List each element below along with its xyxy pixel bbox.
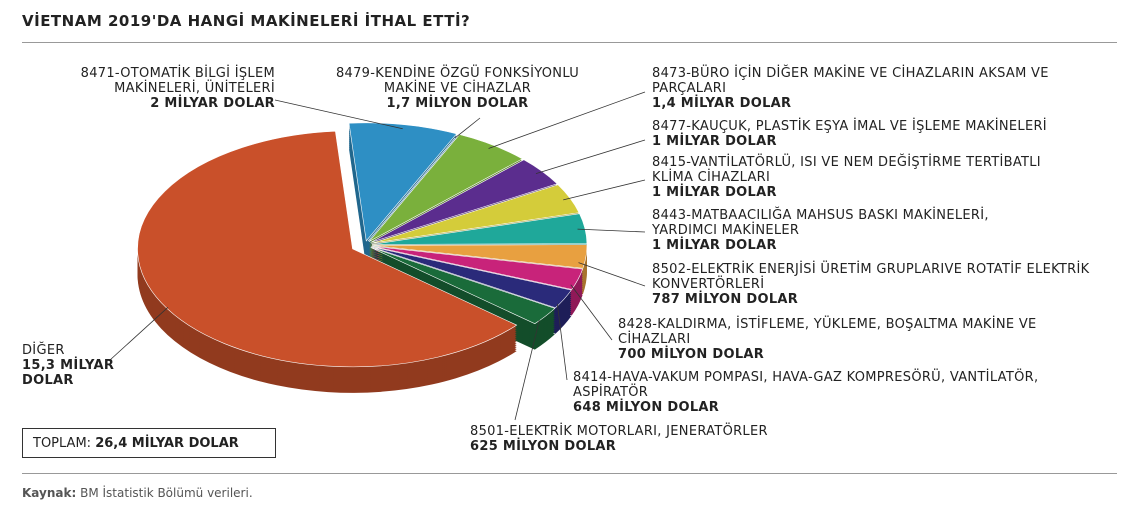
slice-value: 15,3 MİLYAR DOLAR bbox=[22, 358, 115, 388]
slice bbox=[137, 130, 518, 368]
source: Kaynak: BM İstatistik Bölümü verileri. bbox=[22, 486, 253, 500]
total-value: 26,4 MİLYAR DOLAR bbox=[95, 436, 239, 451]
slice-label: 8501-ELEKTRİK MOTORLARI, JENERATÖRLER 625… bbox=[470, 424, 870, 454]
slice-label: 8477-KAUÇUK, PLASTİK EŞYA İMAL VE İŞLEME… bbox=[652, 119, 1102, 149]
slice-value: 1 MİLYAR DOLAR bbox=[652, 238, 777, 253]
slice-label: 8479-KENDİNE ÖZGÜ FONKSİYONLU MAKİNE VE … bbox=[315, 66, 600, 111]
slice-name: 8479-KENDİNE ÖZGÜ FONKSİYONLU MAKİNE VE … bbox=[335, 66, 580, 96]
total-box: TOPLAM: 26,4 MİLYAR DOLAR bbox=[22, 428, 276, 458]
slice-name: 8471-OTOMATİK BİLGİ İŞLEM MAKİNELERİ, ÜN… bbox=[80, 66, 275, 96]
slice-label: 8443-MATBAACILIĞA MAHSUS BASKI MAKİNELER… bbox=[652, 208, 1042, 253]
slice bbox=[371, 246, 572, 309]
leader-line bbox=[578, 262, 646, 287]
slice-name: 8501-ELEKTRİK MOTORLARI, JENERATÖRLER bbox=[470, 424, 768, 439]
slice-value: 625 MİLYON DOLAR bbox=[470, 439, 617, 454]
slice-name: 8414-HAVA-VAKUM POMPASI, HAVA-GAZ KOMPRE… bbox=[573, 370, 1039, 400]
divider bbox=[22, 473, 1117, 474]
slice-value: 1,4 MİLYAR DOLAR bbox=[652, 96, 792, 111]
slice bbox=[367, 133, 459, 242]
slice-name: DİĞER bbox=[22, 343, 65, 358]
slice-name: 8415-VANTİLATÖRLÜ, ISI VE NEM DEĞİŞTİRME… bbox=[652, 155, 1041, 185]
slice-label: 8471-OTOMATİK BİLGİ İŞLEM MAKİNELERİ, ÜN… bbox=[55, 66, 275, 111]
leader-line bbox=[488, 91, 646, 149]
leader-line bbox=[570, 284, 613, 341]
slice-label: 8502-ELEKTRİK ENERJİSİ ÜRETİM GRUPLARIVE… bbox=[652, 262, 1092, 307]
leader-line bbox=[535, 139, 646, 175]
slice-value: 648 MİLYON DOLAR bbox=[573, 400, 720, 415]
slice bbox=[371, 245, 584, 290]
total-label: TOPLAM: bbox=[33, 436, 92, 451]
slice-label: 8415-VANTİLATÖRLÜ, ISI VE NEM DEĞİŞTİRME… bbox=[652, 155, 1052, 200]
slice-value: 1 MİLYAR DOLAR bbox=[652, 134, 777, 149]
slice-name: 8443-MATBAACILIĞA MAHSUS BASKI MAKİNELER… bbox=[652, 208, 989, 238]
slice-label: 8414-HAVA-VAKUM POMPASI, HAVA-GAZ KOMPRE… bbox=[573, 370, 1103, 415]
source-label: Kaynak: bbox=[22, 486, 77, 500]
source-text: BM İstatistik Bölümü verileri. bbox=[80, 486, 253, 500]
divider bbox=[22, 42, 1117, 43]
slice bbox=[371, 213, 588, 245]
slice-value: 2 MİLYAR DOLAR bbox=[150, 96, 275, 111]
slice bbox=[370, 247, 556, 325]
slice-name: 8428-KALDIRMA, İSTİFLEME, YÜKLEME, BOŞAL… bbox=[618, 317, 1037, 347]
leader-line bbox=[274, 99, 403, 130]
leader-line bbox=[563, 179, 646, 201]
slice bbox=[371, 244, 588, 269]
slice-label: DİĞER 15,3 MİLYAR DOLAR bbox=[22, 343, 142, 388]
slice-name: 8477-KAUÇUK, PLASTİK EŞYA İMAL VE İŞLEME… bbox=[652, 119, 1047, 134]
leader-line bbox=[556, 303, 568, 381]
slice-value: 787 MİLYON DOLAR bbox=[652, 292, 799, 307]
slice-label: 8428-KALDIRMA, İSTİFLEME, YÜKLEME, BOŞAL… bbox=[618, 317, 1058, 362]
slice-value: 1 MİLYAR DOLAR bbox=[652, 185, 777, 200]
slice-name: 8502-ELEKTRİK ENERJİSİ ÜRETİM GRUPLARIVE… bbox=[652, 262, 1090, 292]
slice-value: 1,7 MİLYON DOLAR bbox=[386, 96, 529, 111]
slice bbox=[348, 122, 458, 242]
leader-line bbox=[109, 307, 169, 361]
slice-name: 8473-BÜRO İÇİN DİĞER MAKİNE VE CİHAZLARI… bbox=[652, 66, 1049, 96]
slice-label: 8473-BÜRO İÇİN DİĞER MAKİNE VE CİHAZLARI… bbox=[652, 66, 1082, 111]
slice-value: 700 MİLYON DOLAR bbox=[618, 347, 765, 362]
chart-title: VİETNAM 2019'DA HANGİ MAKİNELERİ İTHAL E… bbox=[22, 12, 471, 30]
leader-line bbox=[577, 228, 646, 233]
slice bbox=[370, 159, 558, 243]
leader-line bbox=[454, 117, 481, 139]
leader-line bbox=[514, 320, 540, 421]
